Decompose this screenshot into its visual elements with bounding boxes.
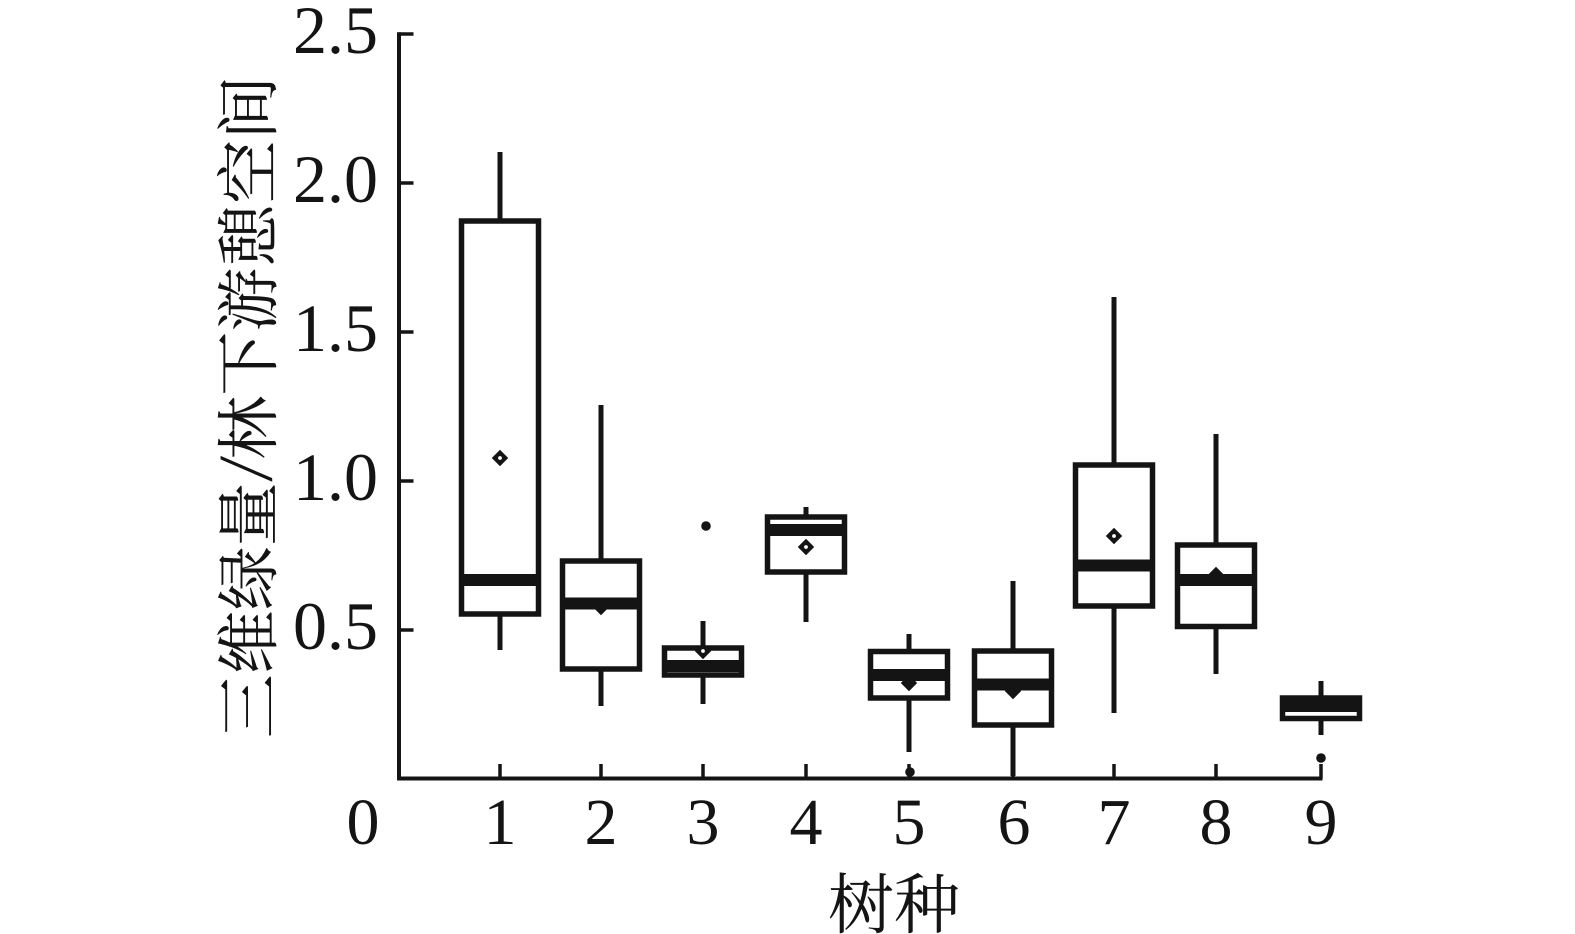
- svg-text:1: 1: [484, 786, 517, 859]
- svg-text:4: 4: [790, 786, 823, 859]
- svg-text:7: 7: [1098, 786, 1131, 859]
- svg-text:1.0: 1.0: [293, 439, 378, 515]
- svg-text:9: 9: [1305, 786, 1338, 859]
- svg-text:2: 2: [585, 786, 618, 859]
- svg-text:1.5: 1.5: [293, 290, 378, 366]
- svg-text:2.5: 2.5: [293, 0, 378, 68]
- svg-text:6: 6: [998, 786, 1031, 859]
- svg-text:0.5: 0.5: [293, 588, 378, 664]
- svg-text:5: 5: [893, 786, 926, 859]
- svg-text:8: 8: [1200, 786, 1233, 859]
- svg-text:0: 0: [347, 786, 380, 859]
- svg-text:3: 3: [687, 786, 720, 859]
- svg-text:2.0: 2.0: [293, 141, 378, 217]
